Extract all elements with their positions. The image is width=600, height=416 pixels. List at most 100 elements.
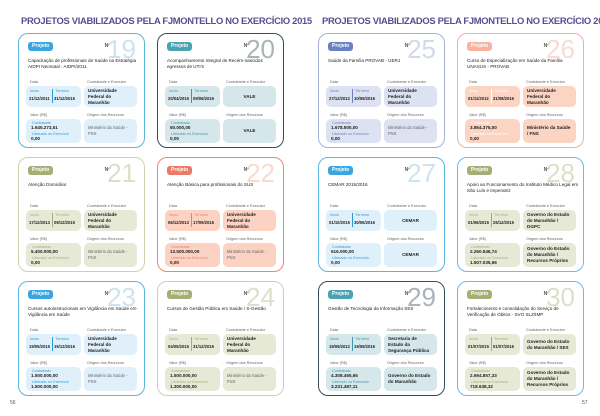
released-label: Liberado no Exercício — [171, 255, 208, 260]
date-label: Data — [169, 204, 178, 208]
project-card-28: Projeto Nº 28 Apoio ao Funcionamento do … — [457, 157, 584, 272]
date-label: Data — [330, 328, 339, 332]
project-number: 24 — [246, 282, 275, 312]
date-label: Data — [30, 80, 39, 84]
date-divider — [491, 337, 492, 351]
value-label: Valor (R$) — [30, 361, 48, 365]
contractor-value: Governo do Estado do Maranhão / DGPC — [527, 211, 570, 229]
date-box: Início 19/09/2012 Término 19/09/2016 — [326, 334, 381, 355]
start-label: Início — [30, 337, 40, 341]
value-label: Valor (R$) — [469, 113, 487, 117]
released-value: 718.638,32 — [470, 384, 493, 389]
origin-box: Ministério da Saúde - FNS — [384, 119, 437, 143]
value-box: Contratado 2.260.546,74 Liberado no Exer… — [465, 243, 520, 267]
origin-label: Origem dos Recursos — [387, 361, 424, 365]
released-label: Liberado no Exercício — [471, 131, 508, 136]
project-title: Atenção Domiciliar — [28, 182, 67, 187]
project-badge: Projeto — [328, 42, 354, 51]
contractor-label: Contratante e Executor — [526, 204, 566, 208]
contractor-label: Contratante e Executor — [387, 328, 427, 332]
end-date: 01/07/2016 — [493, 344, 514, 349]
date-label: Data — [169, 80, 178, 84]
project-card-23: Projeto Nº 23 Cursos autoinstrucionais e… — [18, 281, 145, 396]
value-box: Contratado 1.678.500,00 Liberado no Exer… — [326, 119, 381, 143]
project-card-25: Projeto Nº 25 Saúde da Família PROVAB - … — [318, 33, 445, 148]
date-divider — [191, 89, 192, 103]
project-number: 23 — [107, 282, 136, 312]
page-title-left: PROJETOS VIABILIZADOS PELA FJMONTELLO NO… — [21, 15, 312, 26]
released-label: Liberado no Exercício — [32, 379, 69, 384]
end-label: Término — [194, 213, 208, 217]
value-label: Valor (R$) — [469, 361, 487, 365]
start-date: 01/10/2015 — [329, 220, 350, 225]
origin-box: Ministério da Saúde - FNS — [84, 119, 137, 143]
released-value: 1.500.000,00 — [31, 384, 58, 389]
contractor-label: Contratante e Executor — [387, 204, 427, 208]
contractor-label: Contratante e Executor — [526, 328, 566, 332]
contractor-label: Contratante e Executor — [226, 80, 266, 84]
value-label: Valor (R$) — [30, 113, 48, 117]
project-title: Curso de Especialização em Saúde da Famí… — [467, 58, 563, 69]
contractor-box: Universidade Federal do Maranhão — [384, 86, 437, 107]
end-label: Término — [494, 213, 508, 217]
date-divider — [191, 337, 192, 351]
project-number: 28 — [546, 158, 575, 188]
end-label: Término — [355, 213, 369, 217]
project-number: 21 — [107, 158, 136, 188]
project-badge: Projeto — [167, 166, 193, 175]
end-date: 09/12/2015 — [54, 220, 75, 225]
date-box: Início 01/07/2015 Término 01/07/2016 — [465, 334, 520, 355]
project-badge: Projeto — [467, 42, 493, 51]
value-box: Contratado 50.000,00 Liberado no Exercíc… — [165, 119, 220, 143]
origin-value: Governo do Estado do Maranhão — [388, 373, 431, 384]
date-box: Início 01/10/2015 Término 30/06/2016 — [326, 210, 381, 231]
origin-value: Ministério da Saúde / FNS — [527, 125, 571, 136]
value-box: Contratado 2.694.857,33 Liberado no Exer… — [465, 367, 520, 391]
number-label: Nº — [104, 291, 110, 297]
number-label: Nº — [404, 167, 410, 173]
origin-box: Governo do Estado do Maranhão — [384, 367, 437, 391]
released-label: Liberado no Exercício — [471, 379, 508, 384]
project-title: Saúde da Família PROVAB - UERJ — [328, 58, 401, 63]
project-number: 27 — [407, 158, 436, 188]
project-title: Cursos autoinstrucionais em Vigilância e… — [28, 306, 138, 317]
contracted-value: 3.864.375,00 — [470, 125, 497, 130]
value-label: Valor (R$) — [169, 113, 187, 117]
origin-box: Ministério da Saúde - FNS — [223, 367, 276, 391]
origin-value: Ministério da Saúde - FNS — [88, 249, 128, 260]
end-date: 17/09/2016 — [193, 220, 214, 225]
contracted-value: 50.000,00 — [170, 125, 191, 130]
project-card-21: Projeto Nº 21 Atenção Domiciliar Data Co… — [18, 157, 145, 272]
start-label: Início — [330, 89, 340, 93]
project-card-26: Projeto Nº 26 Curso de Especialização em… — [457, 33, 584, 148]
date-box: Início 01/06/2015 Término 26/12/2015 — [465, 210, 520, 231]
value-label: Valor (R$) — [169, 361, 187, 365]
origin-label: Origem dos Recursos — [387, 237, 424, 241]
contracted-label: Contratado — [171, 120, 190, 125]
value-box: Contratado 4.308.465,65 Liberado no Exer… — [326, 367, 381, 391]
end-label: Término — [494, 89, 508, 93]
value-box: Contratado 1.500.000,00 Liberado no Exer… — [26, 367, 81, 391]
number-label: Nº — [243, 167, 249, 173]
start-date: 01/06/2015 — [468, 220, 489, 225]
released-value: 0,00 — [31, 136, 40, 141]
project-title: Fortalecimento e consolidação do Serviço… — [467, 306, 559, 317]
released-label: Liberado no Exercício — [471, 255, 508, 260]
value-box: Contratado 516.000,00 Liberado no Exercí… — [326, 243, 381, 267]
origin-label: Origem dos Recursos — [87, 361, 124, 365]
origin-value: Governo do Estado do Maranhão / Recursos… — [527, 370, 570, 387]
released-value: 0,00 — [31, 260, 40, 265]
released-label: Liberado no Exercício — [171, 379, 208, 384]
date-divider — [352, 213, 353, 227]
project-card-29: Projeto Nº 29 Gestão de Tecnologia da In… — [318, 281, 445, 396]
contractor-box: Governo do Estado do Maranhão / SES — [523, 334, 576, 355]
end-date: 31/12/2015 — [54, 96, 75, 101]
end-label: Término — [494, 337, 508, 341]
number-label: Nº — [243, 43, 249, 49]
contractor-label: Contratante e Executor — [526, 80, 566, 84]
number-label: Nº — [543, 167, 549, 173]
contracted-label: Contratado — [32, 368, 51, 373]
end-date: 19/09/2016 — [354, 344, 375, 349]
value-box: Contratado 3.864.375,00 Liberado no Exer… — [465, 119, 520, 143]
date-divider — [491, 89, 492, 103]
